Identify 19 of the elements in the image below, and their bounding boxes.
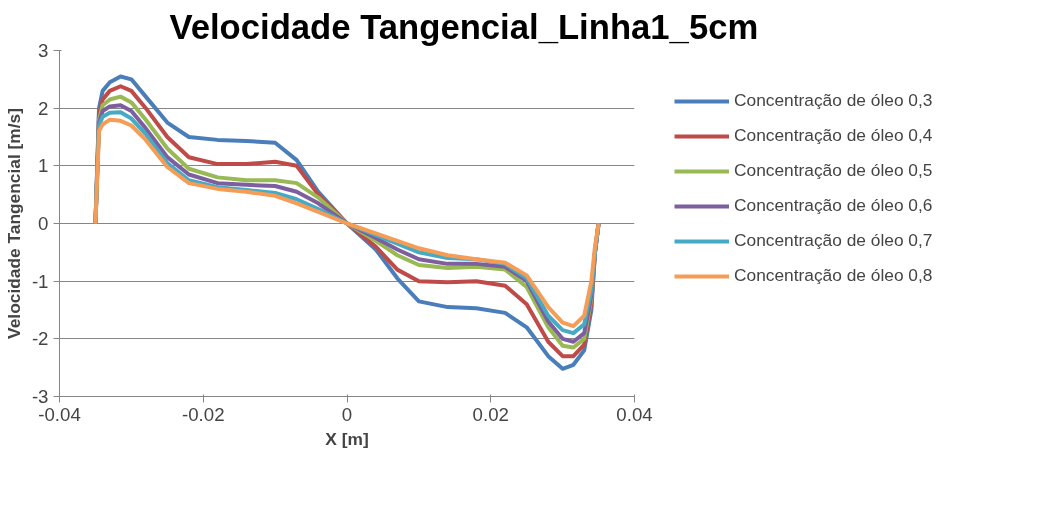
y-tick-label: -2 (31, 328, 49, 350)
y-tick-label: -1 (31, 270, 49, 292)
legend-label: Concentração de óleo 0,7 (734, 230, 933, 251)
x-axis-title: X [m] (325, 428, 369, 449)
y-tick-label: 1 (38, 155, 49, 177)
legend-label: Concentração de óleo 0,5 (734, 160, 933, 181)
x-tick-label: 0 (341, 403, 353, 425)
chart-title: Velocidade Tangencial_Linha1_5cm (169, 7, 759, 46)
x-tick-label: 0.04 (616, 403, 653, 425)
x-tick-label: -0.02 (181, 403, 225, 425)
y-axis-title: Velocidade Tangencial [m/s] (3, 108, 24, 339)
y-tick-label: 2 (38, 97, 49, 119)
legend-label: Concentração de óleo 0,6 (734, 195, 933, 216)
legend-label: Concentração de óleo 0,8 (734, 265, 933, 286)
legend-label: Concentração de óleo 0,4 (734, 125, 933, 146)
y-tick-label: 0 (38, 213, 49, 234)
y-tick-label: 3 (38, 40, 49, 61)
legend-label: Concentração de óleo 0,3 (734, 90, 933, 111)
x-tick-label: 0.02 (472, 403, 509, 425)
